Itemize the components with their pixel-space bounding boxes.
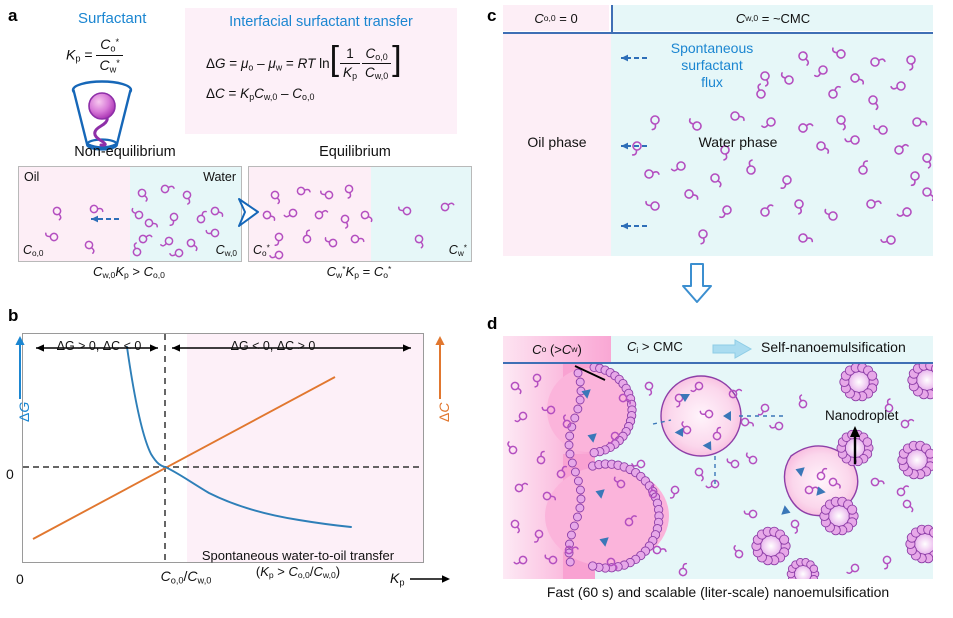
panel-c-water-phase	[611, 34, 933, 256]
equilibrium-box: Co* Cw*	[248, 166, 472, 262]
chart-zero-tick-label: 0	[6, 466, 14, 482]
chart-x-origin-label: 0	[16, 571, 24, 587]
panel-d-sne-label: Self-nanoemulsification	[761, 339, 906, 355]
chart-x-mid-label: Co,0/Cw,0	[160, 568, 212, 586]
oil-conc-noneq: Co,0	[23, 242, 44, 258]
panel-c-molecules	[621, 47, 933, 245]
panel-c-oil-phase-label: Oil phase	[527, 134, 587, 150]
chart-segment-left-label: ΔG > 0, ΔC < 0	[56, 339, 142, 353]
panel-d-ci-label: Ci > CMC	[627, 339, 683, 356]
panel-d-letter: d	[487, 314, 498, 333]
non-equilibrium-caption: Cw,0Kp > Co,0	[93, 264, 165, 281]
flux-label-line3: flux	[701, 73, 723, 90]
water-label-noneq: Water	[203, 170, 236, 184]
panel-c-flux-label: Spontaneous surfactant flux	[643, 40, 781, 90]
chart-svg	[23, 334, 423, 562]
panel-d-scene	[503, 364, 933, 579]
panel-c-header-rule	[503, 32, 933, 34]
chart-spontaneous-annotation: Spontaneous water-to-oil transfer (Kp > …	[201, 548, 395, 581]
self-nanoemulsification-arrow-icon	[712, 339, 753, 359]
panel-d-caption: Fast (60 s) and scalable (liter-scale) n…	[546, 584, 890, 600]
chart-y-axis-left-label: ΔG	[16, 401, 32, 422]
equilibrium-caption: Cw*Kp = Co*	[326, 264, 392, 281]
panel-c-water-phase-label: Water phase	[698, 134, 778, 150]
panel-c-body: Spontaneous surfactant flux Oil phase Wa…	[503, 34, 933, 256]
equation-delta-g: ΔG = μo – μw = RT ln[ 1 Kp Co,0 Cw,0]	[206, 40, 402, 82]
flux-label-line1: Spontaneous	[670, 40, 754, 56]
non-equilibrium-box: Oil Water Co,0 Cw,0	[18, 166, 242, 262]
oil-conc-eq: Co*	[253, 242, 270, 258]
flux-label-line2: surfactant	[681, 56, 743, 73]
interfacial-transfer-box	[185, 8, 457, 134]
panel-d-nanodroplet-label: Nanodroplet	[825, 408, 899, 423]
transition-arrow-icon	[236, 196, 262, 235]
panel-c-flux-arrows	[621, 54, 647, 230]
chart-plot-area: ΔG > 0, ΔC < 0 ΔG < 0, ΔC > 0 Spontaneou…	[22, 333, 424, 580]
panel-a-letter: a	[8, 6, 18, 25]
flux-arrow-noneq	[91, 215, 119, 223]
noneq-molecules	[45, 184, 224, 258]
water-conc-eq: Cw*	[448, 242, 467, 258]
eq-molecules	[262, 184, 455, 260]
panel-d-body: Nanodroplet	[503, 364, 933, 579]
panel-d-header-rule	[503, 362, 933, 364]
interfacial-transfer-title: Interfacial surfactant transfer	[229, 14, 413, 30]
surfactant-funnel-icon	[62, 78, 142, 161]
chart-left-axis-arrow-icon	[15, 336, 25, 399]
panel-c-header-divider	[611, 5, 613, 32]
panel-d-water-header: Ci > CMC Self-nanoemulsification	[611, 336, 933, 362]
water-conc-noneq: Cw,0	[215, 242, 237, 258]
chart-right-axis-arrow-icon	[435, 336, 445, 399]
oil-label-noneq: Oil	[24, 170, 40, 184]
surfactant-title: Surfactant	[78, 10, 147, 27]
panel-c-letter: c	[487, 6, 497, 25]
non-equilibrium-title: Non-equilibrium	[74, 144, 176, 160]
chart-segment-right-label: ΔG < 0, ΔC > 0	[230, 339, 316, 353]
panel-a: a Surfactant Kp = Co* Cw* Interfacial su…	[0, 0, 480, 300]
panel-b: b ΔG > 0, ΔC < 0 ΔG < 0, ΔC > 0 Spontan	[0, 300, 480, 618]
chart-shaded-region	[187, 334, 423, 562]
chart-x-axis-label: Kp	[390, 570, 452, 587]
panel-b-letter: b	[8, 306, 19, 325]
chart-y-axis-right-label: ΔC	[436, 402, 452, 422]
panel-c-oil-phase	[503, 34, 611, 256]
panel-c-to-d-arrow-icon	[680, 262, 714, 309]
kp-formula: Kp = Co* Cw*	[66, 36, 123, 75]
equilibrium-title: Equilibrium	[319, 144, 391, 160]
chart-spontaneous-line1: Spontaneous water-to-oil transfer	[201, 548, 395, 563]
equation-delta-c: ΔC = KpCw,0 – Co,0	[206, 86, 315, 103]
